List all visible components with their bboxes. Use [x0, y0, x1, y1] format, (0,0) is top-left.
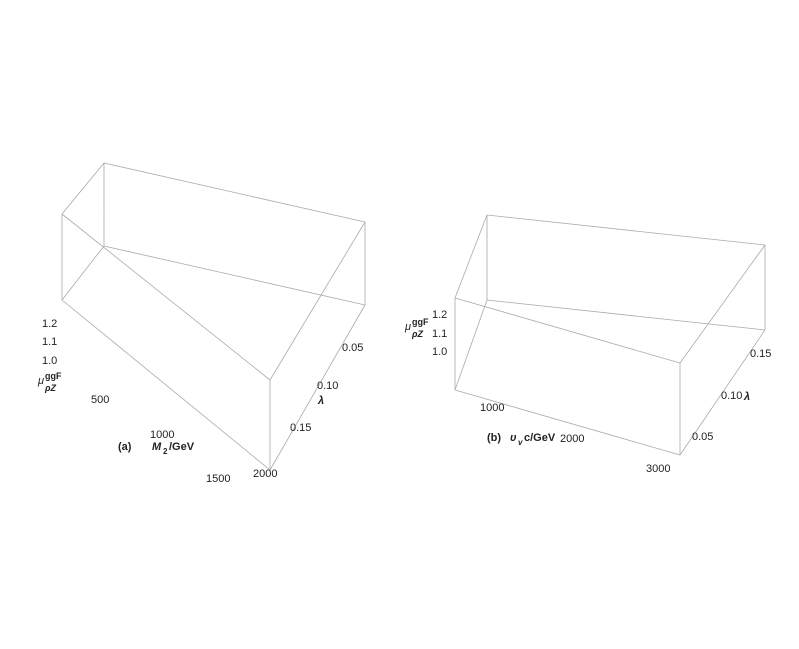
x-label-unit: c/GeV: [524, 432, 556, 444]
x-tick-label: 1000: [480, 402, 504, 414]
z-label-sup: ggF: [45, 371, 62, 381]
z-label-mu: μ: [37, 375, 44, 387]
z-tick-label: 1.1: [432, 328, 447, 340]
z-label-sub: ρZ: [411, 329, 423, 339]
y-axis-label-a: λ: [317, 395, 324, 407]
z-axis-ticks-a: 1.2 1.1 1.0: [42, 318, 57, 367]
plot-box-front-edges: [454, 244, 766, 456]
y-tick-label: 0.15: [290, 422, 311, 434]
x-tick-label: 1500: [206, 473, 230, 485]
z-axis-label-a: μ ggF ρZ: [37, 371, 62, 393]
x-axis-ticks-a: 500 1000 1500 2000: [91, 394, 277, 485]
x-tick-label: 3000: [646, 463, 670, 475]
chart-panel-a: 1.2 1.1 1.0 μ ggF ρZ 500 1000 1500 2000 …: [37, 161, 366, 485]
x-label-sub: v: [518, 438, 523, 447]
x-tick-label: 500: [91, 394, 109, 406]
z-tick-label: 1.2: [432, 309, 447, 321]
z-tick-label: 1.0: [42, 355, 57, 367]
x-axis-label-a: (a) M 2 /GeV: [118, 441, 195, 456]
x-label-main: M: [152, 441, 162, 453]
z-label-mu: μ: [404, 321, 411, 333]
z-axis-label-b: μ ggF ρZ: [404, 317, 429, 339]
z-tick-label: 1.1: [42, 336, 57, 348]
x-axis-ticks-b: 1000 2000 3000: [480, 402, 670, 475]
y-tick-label: 0.15: [750, 348, 771, 360]
x-axis-label-b: (b) υ v c/GeV: [487, 432, 556, 447]
y-tick-label: 0.05: [692, 431, 713, 443]
z-label-sub: ρZ: [44, 383, 56, 393]
z-tick-label: 1.2: [42, 318, 57, 330]
x-tick-label: 2000: [560, 433, 584, 445]
y-tick-label: 0.05: [342, 342, 363, 354]
panel-label: (b): [487, 432, 501, 444]
y-tick-label: 0.10: [721, 390, 742, 402]
y-axis-ticks-b: 0.05 0.10 0.15: [692, 348, 771, 443]
y-axis-ticks-a: 0.05 0.10 0.15: [290, 342, 363, 434]
y-axis-label-b: λ: [743, 391, 750, 403]
y-tick-label: 0.10: [317, 380, 338, 392]
chart-panel-b: 1.2 1.1 1.0 μ ggF ρZ 1000 2000 3000 (b) …: [404, 214, 771, 475]
x-label-main: υ: [510, 432, 517, 444]
z-axis-ticks-b: 1.2 1.1 1.0: [432, 309, 447, 358]
z-tick-label: 1.0: [432, 346, 447, 358]
plot-box-front-edges: [61, 213, 366, 471]
z-label-sup: ggF: [412, 317, 429, 327]
x-label-unit: /GeV: [169, 441, 195, 453]
x-label-sub: 2: [163, 447, 168, 456]
plot-box-back-edges: [454, 214, 766, 391]
plot-box-back-edges: [61, 161, 366, 306]
x-tick-label: 2000: [253, 468, 277, 480]
x-tick-label: 1000: [150, 429, 174, 441]
panel-label: (a): [118, 441, 132, 453]
